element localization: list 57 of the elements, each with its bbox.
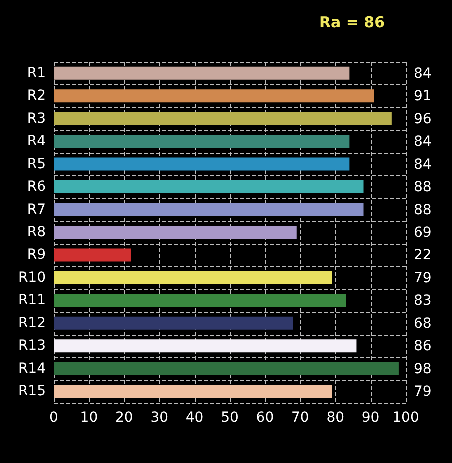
x-tick-label: 40 xyxy=(186,410,204,426)
data-label: 69 xyxy=(414,225,432,241)
data-label: 88 xyxy=(414,180,432,196)
bar xyxy=(54,340,357,353)
y-tick-label: R10 xyxy=(18,270,46,286)
bar xyxy=(54,362,399,376)
bar xyxy=(54,385,332,398)
data-label: 88 xyxy=(414,202,432,218)
bar xyxy=(54,180,364,194)
data-label: 83 xyxy=(414,293,432,310)
bar xyxy=(54,294,346,308)
data-label: 84 xyxy=(414,66,432,82)
bar xyxy=(54,158,350,171)
data-label: 98 xyxy=(414,361,432,378)
y-tick-label: R14 xyxy=(18,360,46,377)
bar xyxy=(54,135,350,148)
x-tick-label: 60 xyxy=(256,410,274,426)
bar xyxy=(54,203,364,216)
data-label: 68 xyxy=(414,316,432,332)
y-tick-label: R9 xyxy=(27,247,46,264)
y-tick-label: R2 xyxy=(27,88,46,104)
bar xyxy=(54,248,132,262)
x-tick-label: 80 xyxy=(326,410,345,426)
bar xyxy=(54,226,297,239)
y-tick-label: R5 xyxy=(27,156,46,172)
data-label: 84 xyxy=(414,156,432,173)
y-tick-label: R15 xyxy=(18,384,46,400)
x-tick-label: 20 xyxy=(115,410,134,426)
y-tick-label: R1 xyxy=(27,65,46,82)
x-tick-label: 100 xyxy=(392,410,420,426)
y-tick-label: R11 xyxy=(18,292,46,309)
y-tick-label: R8 xyxy=(27,224,46,240)
data-label: 22 xyxy=(414,248,432,264)
x-tick-label: 70 xyxy=(291,410,310,426)
bar xyxy=(54,112,392,126)
data-label: 79 xyxy=(414,270,432,286)
y-tick-label: R3 xyxy=(27,110,46,127)
x-tick-label: 30 xyxy=(150,410,169,426)
data-label: 96 xyxy=(414,111,432,128)
bar xyxy=(54,90,374,103)
y-tick-label: R12 xyxy=(18,315,46,332)
y-tick-label: R6 xyxy=(27,179,46,196)
x-tick-label: 50 xyxy=(221,410,239,426)
data-label: 79 xyxy=(414,384,432,400)
y-tick-label: R7 xyxy=(27,202,46,218)
data-label: 84 xyxy=(414,134,432,150)
x-tick-label: 90 xyxy=(362,410,380,426)
data-label: 86 xyxy=(414,338,432,355)
y-tick-label: R13 xyxy=(18,338,46,354)
bar xyxy=(54,271,332,284)
chart-title: Ra = 86 xyxy=(319,14,386,32)
x-tick-label: 10 xyxy=(80,410,98,426)
y-tick-label: R4 xyxy=(27,134,46,150)
data-label: 91 xyxy=(414,88,432,105)
bar xyxy=(54,66,350,80)
x-tick-label: 0 xyxy=(50,410,58,426)
bar xyxy=(54,316,294,330)
